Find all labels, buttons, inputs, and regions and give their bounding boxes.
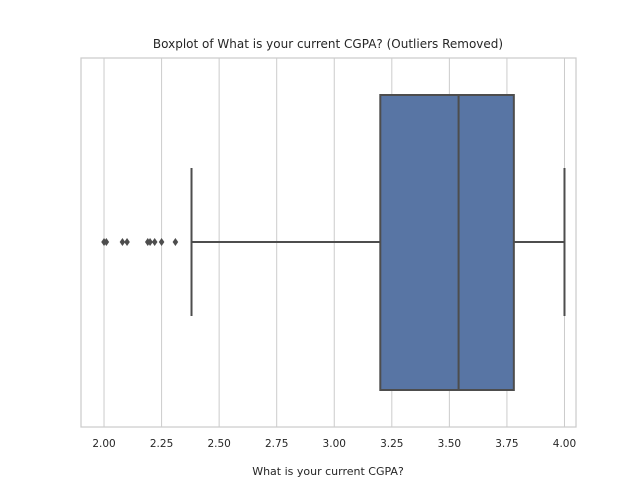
outlier-point bbox=[158, 238, 165, 246]
x-axis-label: What is your current CGPA? bbox=[252, 465, 404, 478]
x-tick-label: 2.50 bbox=[207, 438, 230, 450]
outlier-point bbox=[124, 238, 130, 246]
outlier-point bbox=[103, 238, 110, 246]
x-tick-label: 2.25 bbox=[150, 438, 173, 450]
outlier-point bbox=[151, 238, 158, 246]
x-tick-label: 2.00 bbox=[92, 438, 115, 450]
x-tick-label: 3.25 bbox=[380, 438, 403, 450]
chart-title: Boxplot of What is your current CGPA? (O… bbox=[153, 37, 503, 51]
outlier-point bbox=[172, 238, 179, 246]
outlier-point bbox=[147, 238, 153, 246]
x-axis-ticks: 2.00 2.25 2.50 2.75 3.00 3.25 3.50 3.75 4.00 bbox=[92, 438, 576, 450]
boxplot bbox=[101, 94, 566, 391]
iqr-box bbox=[379, 94, 515, 391]
plot-frame bbox=[80, 57, 577, 428]
x-tick-label: 3.50 bbox=[438, 438, 461, 450]
x-tick-label: 2.75 bbox=[265, 438, 288, 450]
x-tick-label: 4.00 bbox=[553, 438, 576, 450]
x-tick-label: 3.75 bbox=[495, 438, 518, 450]
x-tick-label: 3.00 bbox=[323, 438, 346, 450]
outlier-point bbox=[119, 238, 126, 246]
